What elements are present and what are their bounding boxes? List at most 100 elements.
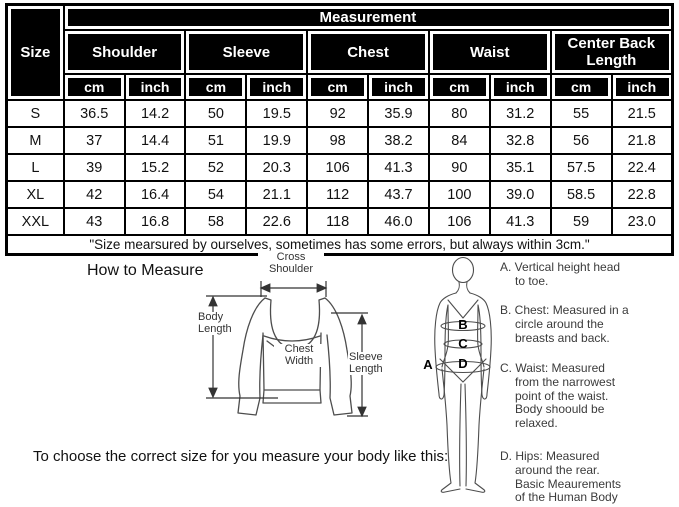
value-cell: 90	[427, 153, 491, 183]
value-cell: 112	[306, 180, 370, 210]
marker-d: D	[458, 356, 468, 371]
figure-left-arm	[434, 292, 457, 400]
group-header-center-back-length: Center Back Length	[549, 29, 674, 76]
value-cell: 118	[306, 207, 370, 237]
chest-measure-line	[440, 320, 486, 332]
value-cell: 55	[549, 99, 613, 129]
value-cell: 58.5	[549, 180, 613, 210]
figure-head	[451, 256, 475, 284]
size-cell: L	[5, 153, 65, 183]
table-row-s: S 36.5 14.2 50 19.5 92 35.9 80 31.2 55 2…	[5, 99, 674, 129]
body-figure-diagram	[434, 256, 492, 493]
unit-header-inch: inch	[488, 73, 552, 102]
value-cell: 19.9	[245, 126, 309, 156]
value-cell: 92	[306, 99, 370, 129]
figure-left-leg	[440, 368, 462, 493]
value-cell: 57.5	[549, 153, 613, 183]
table-row-xl: XL 42 16.4 54 21.1 112 43.7 100 39.0 58.…	[5, 180, 674, 210]
table-row-l: L 39 15.2 52 20.3 106 41.3 90 35.1 57.5 …	[5, 153, 674, 183]
value-cell: 14.4	[123, 126, 187, 156]
value-cell: 52	[184, 153, 248, 183]
value-cell: 16.8	[123, 207, 187, 237]
value-cell: 14.2	[123, 99, 187, 129]
group-header-sleeve: Sleeve	[184, 29, 309, 76]
size-cell: XL	[5, 180, 65, 210]
unit-header-inch: inch	[123, 73, 187, 102]
value-cell: 41.3	[488, 207, 552, 237]
figure-bikini-bottom	[439, 358, 487, 383]
value-cell: 37	[62, 126, 126, 156]
value-cell: 106	[306, 153, 370, 183]
value-cell: 35.9	[367, 99, 430, 129]
measurement-tolerance-note: "Size mearsured by ourselves, sometimes …	[5, 234, 674, 256]
value-cell: 98	[306, 126, 370, 156]
value-cell: 80	[427, 99, 491, 129]
value-cell: 100	[427, 180, 491, 210]
value-cell: 31.2	[488, 99, 552, 129]
chest-width-label: Chest Width	[274, 343, 324, 367]
value-cell: 21.8	[610, 126, 674, 156]
value-cell: 84	[427, 126, 491, 156]
body-length-label: Body Length	[197, 311, 241, 335]
value-cell: 19.5	[245, 99, 309, 129]
value-cell: 59	[549, 207, 613, 237]
value-cell: 23.0	[610, 207, 674, 237]
size-cell: XXL	[5, 207, 65, 237]
instruction-hips: D. Hips: Measured around the rear. Basic…	[500, 449, 622, 505]
instruction-waist: C. Waist: Measured from the narrowest po…	[500, 361, 616, 431]
figure-right-leg	[464, 368, 486, 493]
size-column-header: Size	[5, 3, 65, 102]
value-cell: 51	[184, 126, 248, 156]
instruction-chest: B. Chest: Measured in a circle around th…	[500, 303, 629, 345]
unit-header-cm: cm	[427, 73, 491, 102]
figure-bikini-top	[447, 299, 479, 319]
value-cell: 22.4	[610, 153, 674, 183]
unit-header-cm: cm	[184, 73, 248, 102]
choose-size-instruction: To choose the correct size for you measu…	[33, 448, 449, 465]
group-header-chest: Chest	[306, 29, 430, 76]
value-cell: 106	[427, 207, 491, 237]
cross-shoulder-label: Cross Shoulder	[258, 251, 324, 275]
unit-header-cm: cm	[306, 73, 370, 102]
hips-measure-line	[435, 360, 491, 374]
unit-header-inch: inch	[367, 73, 430, 102]
sleeve-length-label: Sleeve Length	[348, 351, 394, 375]
table-row-m: M 37 14.4 51 19.9 98 38.2 84 32.8 56 21.…	[5, 126, 674, 156]
value-cell: 39	[62, 153, 126, 183]
value-cell: 36.5	[62, 99, 126, 129]
value-cell: 38.2	[367, 126, 430, 156]
size-cell: M	[5, 126, 65, 156]
size-cell: S	[5, 99, 65, 129]
value-cell: 20.3	[245, 153, 309, 183]
value-cell: 16.4	[123, 180, 187, 210]
value-cell: 50	[184, 99, 248, 129]
value-cell: 43.7	[367, 180, 430, 210]
group-header-waist: Waist	[427, 29, 552, 76]
how-to-measure-title: How to Measure	[87, 262, 204, 279]
value-cell: 46.0	[367, 207, 430, 237]
value-cell: 22.6	[245, 207, 309, 237]
group-header-shoulder: Shoulder	[62, 29, 187, 76]
figure-right-arm	[469, 292, 492, 400]
figure-torso	[441, 304, 485, 368]
figure-neck	[455, 281, 471, 294]
table-row-xxl: XXL 43 16.8 58 22.6 118 46.0 106 41.3 59…	[5, 207, 674, 237]
value-cell: 42	[62, 180, 126, 210]
value-cell: 43	[62, 207, 126, 237]
marker-b: B	[458, 317, 468, 332]
unit-header-inch: inch	[610, 73, 674, 102]
value-cell: 32.8	[488, 126, 552, 156]
marker-c: C	[458, 336, 468, 351]
value-cell: 58	[184, 207, 248, 237]
unit-header-cm: cm	[549, 73, 613, 102]
value-cell: 54	[184, 180, 248, 210]
marker-a: A	[423, 357, 433, 372]
value-cell: 15.2	[123, 153, 187, 183]
value-cell: 21.5	[610, 99, 674, 129]
value-cell: 39.0	[488, 180, 552, 210]
value-cell: 21.1	[245, 180, 309, 210]
unit-header-inch: inch	[245, 73, 309, 102]
size-chart-table: Size Measurement Shoulder Sleeve Chest W…	[5, 3, 674, 256]
shirt-outline	[237, 297, 353, 416]
